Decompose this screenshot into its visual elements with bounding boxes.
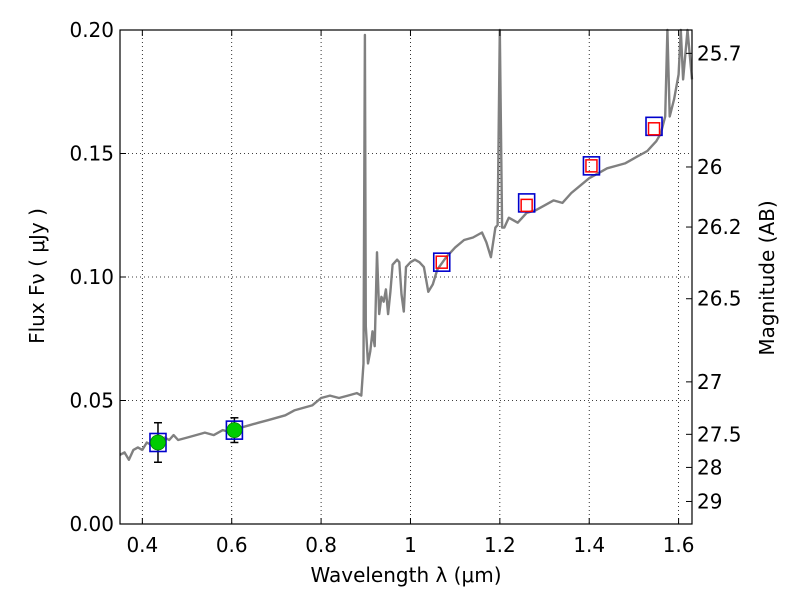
x-tick-label: 1.4 [573,533,605,557]
x-tick-label: 1 [404,533,417,557]
right-tick-label: 26.2 [697,215,742,239]
red-square [647,122,661,136]
y-tick-label: 0.15 [69,142,114,166]
observed-point [150,434,166,451]
grid-lines [120,30,692,524]
right-tick-label: 26.5 [697,287,742,311]
model-square [149,432,167,453]
right-tick-label: 27 [697,370,722,394]
right-tick-label: 26 [697,155,722,179]
right-tick-label: 28 [697,455,722,479]
y-tick-label: 0.10 [69,265,114,289]
right-tick-label: 25.7 [697,41,742,65]
y-tick-label: 0.00 [69,512,114,536]
y-axis-label: Flux Fν ( μJy ) [25,208,49,344]
x-tick-label: 1.6 [663,533,695,557]
spectrum-line [119,28,694,461]
x-tick-label: 1.2 [484,533,516,557]
model-square [582,156,601,176]
right-tick-label: 29 [697,489,722,513]
model-square [432,252,451,272]
y-tick-label: 0.20 [69,18,114,42]
model-square [225,420,244,440]
red-square [585,159,598,173]
red-square [435,255,448,269]
right-axis-label: Magnitude (AB) [755,200,779,355]
x-axis-label: Wavelength λ (μm) [310,563,501,587]
red-square [520,198,533,213]
x-tick-label: 0.6 [216,533,248,557]
right-tick-label: 27.5 [697,422,742,446]
markers-layer [149,116,663,463]
observed-point [226,422,243,439]
y-tick-label: 0.05 [69,389,114,413]
axis-ticks: 0.4 0.6 0.8 1 1.2 1.4 1.6 0.00 0.05 0.10 0.15 0.20 2… [69,18,741,557]
spectrum-layer [119,28,694,461]
x-tick-label: 0.4 [126,533,158,557]
x-tick-label: 0.8 [305,533,337,557]
